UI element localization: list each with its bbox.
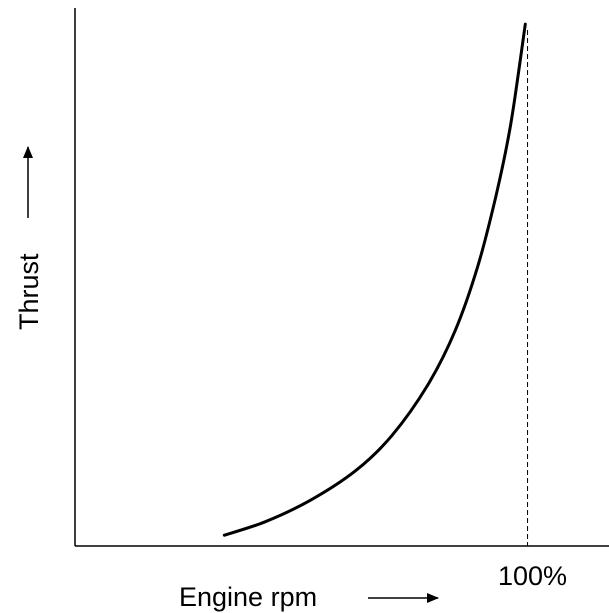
x-marker-label: 100% xyxy=(498,561,567,591)
thrust-curve xyxy=(222,22,527,537)
x-axis-label: Engine rpm xyxy=(179,582,317,612)
y-axis-label: Thrust xyxy=(14,253,44,330)
